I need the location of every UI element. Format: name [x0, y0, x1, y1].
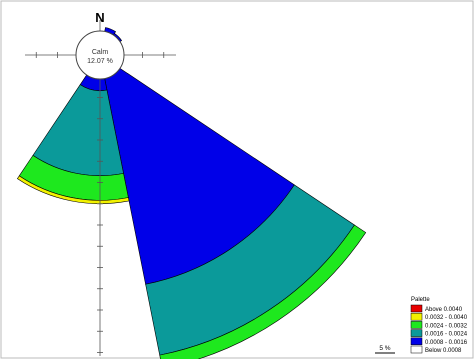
legend-swatch	[410, 345, 423, 354]
calm-circle-group: Calm 12.07 %	[75, 30, 125, 80]
legend-swatch	[410, 329, 423, 337]
legend-items: Above 0.0040 0.0032 - 0.0040 0.0024 - 0.00…	[410, 304, 468, 354]
legend-swatch	[410, 337, 423, 346]
legend: Palette Above 0.0040 0.0032 - 0.0040 0.002…	[410, 297, 468, 354]
petals-layer	[16, 27, 367, 359]
legend-label: Above 0.0040	[425, 307, 463, 313]
legend-swatch	[410, 304, 423, 313]
calm-label: Calm	[92, 49, 109, 56]
petal-se-sse-band-3	[159, 224, 367, 359]
calm-circle	[75, 30, 125, 80]
legend-title: Palette	[411, 297, 430, 303]
legend-label: 0.0008 - 0.0016	[425, 340, 468, 346]
legend-label: Below 0.0008	[425, 348, 462, 354]
calm-value: 12.07 %	[87, 58, 113, 65]
legend-label: 0.0016 - 0.0024	[425, 332, 468, 338]
legend-label: 0.0024 - 0.0032	[425, 323, 468, 329]
scale-label: 5 %	[379, 345, 390, 352]
legend-swatch	[410, 321, 423, 329]
north-label: N	[95, 10, 104, 25]
legend-swatch	[410, 312, 423, 321]
scale-bar: 5 %	[375, 345, 395, 354]
legend-label: 0.0032 - 0.0040	[425, 315, 468, 321]
